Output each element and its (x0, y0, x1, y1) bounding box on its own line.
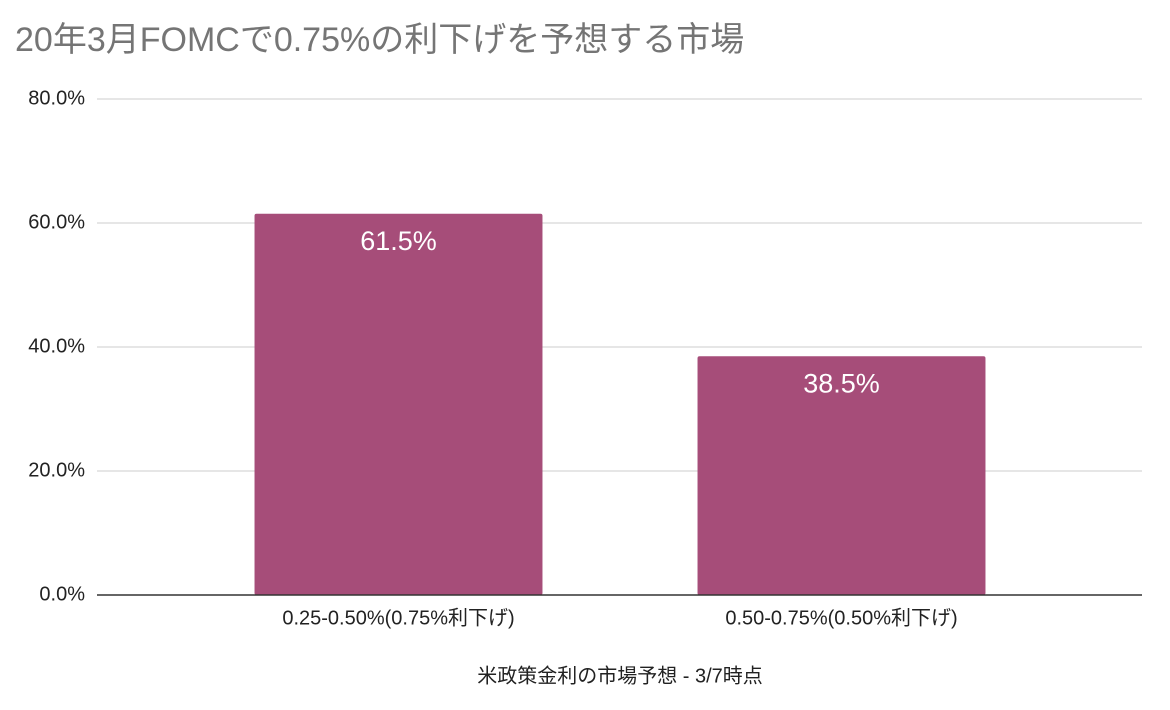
x-axis-title: 米政策金利の市場予想 - 3/7時点 (477, 664, 763, 687)
bar (697, 356, 986, 595)
y-tick-label: 40.0% (28, 335, 85, 357)
y-tick-label: 60.0% (28, 211, 85, 233)
y-tick-label: 0.0% (39, 583, 85, 605)
x-tick-label: 0.25-0.50%(0.75%利下げ) (282, 606, 514, 629)
y-tick-label: 80.0% (28, 87, 85, 109)
value-label: 61.5% (360, 226, 437, 256)
y-tick-label: 20.0% (28, 459, 85, 481)
x-tick-label: 0.50-0.75%(0.50%利下げ) (725, 606, 957, 629)
chart-title: 20年3月FOMCで0.75%の利下げを予想する市場 (15, 21, 744, 59)
value-label: 38.5% (803, 368, 880, 398)
bar (254, 213, 543, 595)
